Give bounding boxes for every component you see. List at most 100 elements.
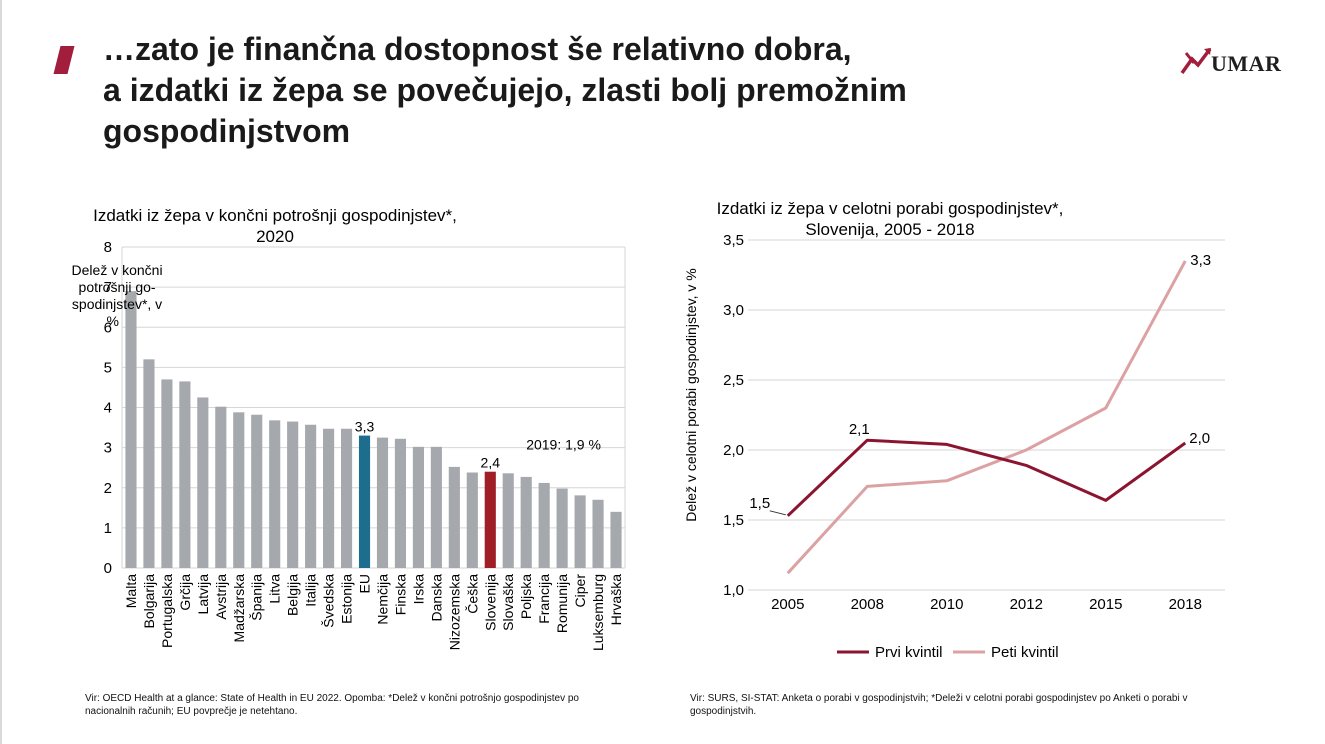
- right-chart-title: Izdatki iz žepa v celotni porabi gospodi…: [660, 198, 1120, 240]
- bar-litva: [269, 420, 281, 568]
- xtick-romunija: Romunija: [554, 574, 570, 633]
- bar-avstrija: [215, 406, 227, 568]
- bar-češka: [466, 472, 478, 568]
- xtick-italija: Italija: [303, 574, 319, 607]
- left-ytick-label: 8: [104, 239, 112, 256]
- xtick-belgija: Belgija: [285, 574, 301, 616]
- xtick-litva: Litva: [267, 574, 283, 604]
- left-ytick-label: 4: [104, 400, 112, 417]
- bar-malta: [125, 291, 137, 568]
- slide-left-border: [0, 0, 2, 744]
- fifth-quintile-2018-label: 3,3: [1190, 252, 1211, 269]
- title-line-1: …zato je finančna dostopnost še relativn…: [103, 31, 852, 67]
- left-ytick-label: 3: [104, 440, 112, 457]
- right-xtick-2015: 2015: [1089, 596, 1122, 613]
- bar-švedska: [323, 428, 335, 568]
- right-note-line-2: gospodinjstvih.: [690, 706, 757, 717]
- xtick-latvija: Latvija: [195, 574, 211, 615]
- left-ylabel-line-2: potrošnji go-: [79, 279, 156, 295]
- xtick-češka: Češka: [464, 574, 480, 614]
- left-ytick-label: 6: [104, 319, 112, 336]
- slide-title: …zato je finančna dostopnost še relativn…: [103, 29, 1103, 152]
- xtick-grčija: Grčija: [177, 574, 193, 611]
- xtick-ciper: Ciper: [572, 574, 588, 608]
- bar-hrvaška: [610, 511, 622, 568]
- right-ytick-label: 1,0: [723, 582, 744, 599]
- right-ytick-label: 2,5: [723, 372, 744, 389]
- bar-bolgarija: [143, 359, 155, 568]
- title-line-2: a izdatki iz žepa se povečujejo, zlasti …: [103, 72, 907, 108]
- bar-madžarska: [233, 412, 245, 568]
- left-ylabel-line-1: Delež v končni: [72, 262, 163, 278]
- bar-poljska: [520, 476, 532, 568]
- bar-luksemburg: [592, 499, 604, 568]
- right-note-line-1: Vir: SURS, SI-STAT: Anketa o porabi v go…: [690, 693, 1188, 704]
- right-xtick-2010: 2010: [930, 596, 963, 613]
- left-chart-title-line-2: 2020: [256, 227, 294, 246]
- umar-logo-text: UMAR: [1211, 51, 1282, 76]
- bar-estonija: [340, 428, 353, 568]
- right-chart-title-line-2: Slovenija, 2005 - 2018: [805, 220, 975, 239]
- eu-value-label: 3,3: [355, 419, 375, 435]
- bar-grčija: [179, 381, 191, 568]
- xtick-poljska: Poljska: [518, 574, 534, 619]
- xtick-eu: EU: [357, 574, 373, 593]
- bar-francija: [538, 482, 550, 568]
- xtick-danska: Danska: [428, 574, 444, 622]
- bar-eu: [358, 435, 371, 568]
- xtick-luksemburg: Luksemburg: [590, 574, 606, 651]
- left-bar-chart: 0 1 2 3 4 5 6 7 8 Malta Bolgarija Portugalska Grčij…: [72, 239, 626, 651]
- right-chart-title-line-1: Izdatki iz žepa v celotni porabi gospodi…: [716, 199, 1064, 218]
- xtick-španija: Španija: [249, 574, 265, 621]
- umar-logo: UMAR: [1180, 43, 1290, 79]
- bar-belgija: [287, 421, 299, 568]
- right-chart-source-note: Vir: SURS, SI-STAT: Anketa o porabi v go…: [690, 692, 1260, 718]
- xtick-nemčija: Nemčija: [374, 574, 390, 625]
- title-accent-mark: [53, 46, 75, 74]
- legend-label-peti-kvintil: Peti kvintil: [991, 644, 1059, 661]
- left-chart-ylabel: Delež v končni potrošnji go- spodinjstev…: [72, 262, 167, 329]
- bar-nemčija: [376, 437, 389, 568]
- line-peti-kvintil: [786, 260, 1187, 575]
- left-ylabel-line-3: spodinjstev*, v: [72, 296, 162, 312]
- bar-slovaška: [502, 473, 514, 568]
- xtick-finska: Finska: [392, 574, 408, 615]
- bar-ciper: [574, 495, 586, 568]
- xtick-slovenija: Slovenija: [482, 574, 498, 631]
- first-quintile-2005-label: 1,5: [749, 495, 770, 512]
- right-ytick-label: 3,0: [723, 302, 744, 319]
- xtick-portugalska: Portugalska: [159, 574, 175, 648]
- legend-label-prvi-kvintil: Prvi kvintil: [875, 644, 943, 661]
- left-ytick-label: 1: [104, 520, 112, 537]
- left-ytick-label: 0: [104, 560, 112, 577]
- xtick-bolgarija: Bolgarija: [141, 574, 157, 629]
- right-chart-ylabel: Delež v celotni porabi gospodinjstev, v …: [683, 268, 699, 521]
- bar-portugalska: [161, 379, 173, 568]
- xtick-švedska: Švedska: [321, 574, 337, 628]
- right-chart-legend: Prvi kvintil Peti kvintil: [837, 644, 1059, 661]
- bar-slovenija: [484, 471, 496, 568]
- right-xtick-2005: 2005: [771, 596, 804, 613]
- right-ytick-label: 2,0: [723, 442, 744, 459]
- right-xtick-2008: 2008: [851, 596, 884, 613]
- bar-romunija: [556, 488, 568, 568]
- umar-logo-icon: [1180, 47, 1212, 75]
- left-ylabel-line-4: %: [107, 313, 119, 329]
- left-chart-title-line-1: Izdatki iz žepa v končni potrošnji gospo…: [93, 206, 457, 225]
- annotation-2019: 2019: 1,9 %: [526, 437, 601, 453]
- first-quintile-2005-leader: [769, 510, 786, 516]
- bar-španija: [251, 414, 263, 568]
- left-ytick-label: 2: [104, 480, 112, 497]
- xtick-nizozemska: Nizozemska: [446, 574, 462, 650]
- left-chart-title: Izdatki iz žepa v končni potrošnji gospo…: [50, 205, 500, 247]
- left-ytick-label: 5: [104, 359, 112, 376]
- left-ytick-label: 7: [104, 279, 112, 296]
- xtick-estonija: Estonija: [339, 574, 355, 624]
- first-quintile-2008-label: 2,1: [849, 421, 870, 438]
- slovenia-value-label: 2,4: [481, 455, 501, 471]
- title-line-3: gospodinjstvom: [103, 113, 351, 149]
- right-ytick-label: 1,5: [723, 512, 744, 529]
- right-xtick-2012: 2012: [1010, 596, 1043, 613]
- left-chart-source-note: Vir: OECD Health at a glance: State of H…: [85, 692, 645, 718]
- first-quintile-2018-label: 2,0: [1189, 430, 1210, 447]
